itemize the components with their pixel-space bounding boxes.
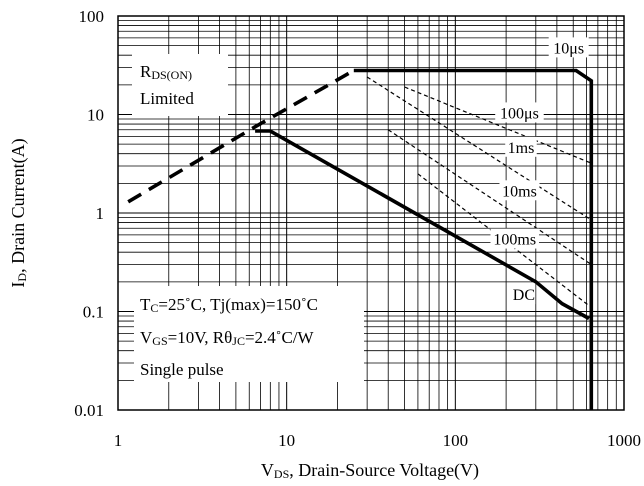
conditions-box <box>134 286 364 382</box>
series-line <box>387 129 592 266</box>
rds-label-box <box>132 54 228 116</box>
curve-label-bg <box>499 180 540 201</box>
series-line <box>255 129 590 321</box>
x-tick-label: 100 <box>443 431 469 450</box>
curve-label-bg <box>490 228 539 249</box>
curve-label-bg <box>548 37 589 58</box>
series-lines <box>127 68 594 410</box>
conditions-line1: TC=25˚C, Tj(max)=150˚C <box>140 295 318 315</box>
y-tick-label: 100 <box>79 7 105 26</box>
series-line <box>404 86 592 164</box>
rds-label: RDS(ON) <box>140 62 192 82</box>
series-line <box>366 76 592 221</box>
curve-label-bg <box>505 136 537 157</box>
curve-label: 10ms <box>502 183 537 200</box>
x-tick-label: 1000 <box>607 431 641 450</box>
x-tick-label: 1 <box>114 431 123 450</box>
y-tick-label: 0.01 <box>74 401 104 420</box>
conditions-line3: Single pulse <box>140 360 224 379</box>
y-axis-title: ID, Drain Current(A) <box>8 138 29 287</box>
curve-label: 10μs <box>553 40 584 57</box>
curve-labels: 10μs 100μs 1ms 10ms 100ms DC <box>490 37 589 305</box>
x-axis-title: VDS, Drain-Source Voltage(V) <box>261 460 479 481</box>
curve-label-bg <box>495 102 544 123</box>
plot-frame <box>117 15 625 411</box>
series-line <box>417 173 592 308</box>
y-tick-label: 10 <box>87 106 104 125</box>
y-tick-label: 1 <box>96 204 105 223</box>
curve-label: 1ms <box>508 140 535 157</box>
series-line <box>127 68 355 204</box>
tick-labels: 1 10 100 1000 100 10 1 0.1 0.01 <box>74 7 641 450</box>
curve-label: 100μs <box>500 105 539 122</box>
x-tick-label: 10 <box>278 431 295 450</box>
conditions-line2: VGS=10V, RθJC=2.4˚C/W <box>140 328 315 348</box>
curve-label: 100ms <box>493 232 536 249</box>
rds-label-limited: Limited <box>140 89 194 108</box>
curve-label: DC <box>513 287 535 304</box>
series-line <box>353 68 594 410</box>
curve-label-bg <box>512 284 536 305</box>
y-tick-label: 0.1 <box>83 303 104 322</box>
